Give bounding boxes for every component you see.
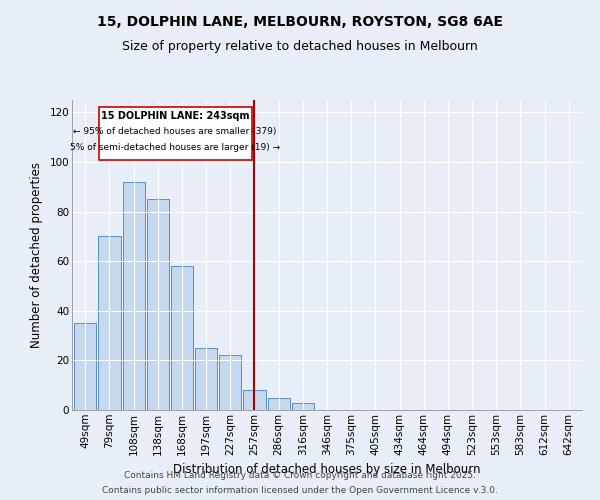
- Bar: [195, 348, 217, 410]
- Bar: [219, 356, 241, 410]
- Text: ← 95% of detached houses are smaller (379): ← 95% of detached houses are smaller (37…: [73, 128, 277, 136]
- Bar: [268, 398, 290, 410]
- X-axis label: Distribution of detached houses by size in Melbourn: Distribution of detached houses by size …: [173, 463, 481, 476]
- Text: Contains HM Land Registry data © Crown copyright and database right 2025.: Contains HM Land Registry data © Crown c…: [124, 471, 476, 480]
- Text: Contains public sector information licensed under the Open Government Licence v.: Contains public sector information licen…: [102, 486, 498, 495]
- Bar: [146, 199, 169, 410]
- Text: 5% of semi-detached houses are larger (19) →: 5% of semi-detached houses are larger (1…: [70, 144, 280, 152]
- Y-axis label: Number of detached properties: Number of detached properties: [29, 162, 43, 348]
- Bar: [74, 323, 97, 410]
- Bar: [171, 266, 193, 410]
- Bar: [98, 236, 121, 410]
- Bar: [244, 390, 266, 410]
- Bar: [122, 182, 145, 410]
- Text: Size of property relative to detached houses in Melbourn: Size of property relative to detached ho…: [122, 40, 478, 53]
- Text: 15 DOLPHIN LANE: 243sqm: 15 DOLPHIN LANE: 243sqm: [101, 111, 250, 121]
- Text: 15, DOLPHIN LANE, MELBOURN, ROYSTON, SG8 6AE: 15, DOLPHIN LANE, MELBOURN, ROYSTON, SG8…: [97, 15, 503, 29]
- Bar: [292, 402, 314, 410]
- FancyBboxPatch shape: [98, 108, 251, 160]
